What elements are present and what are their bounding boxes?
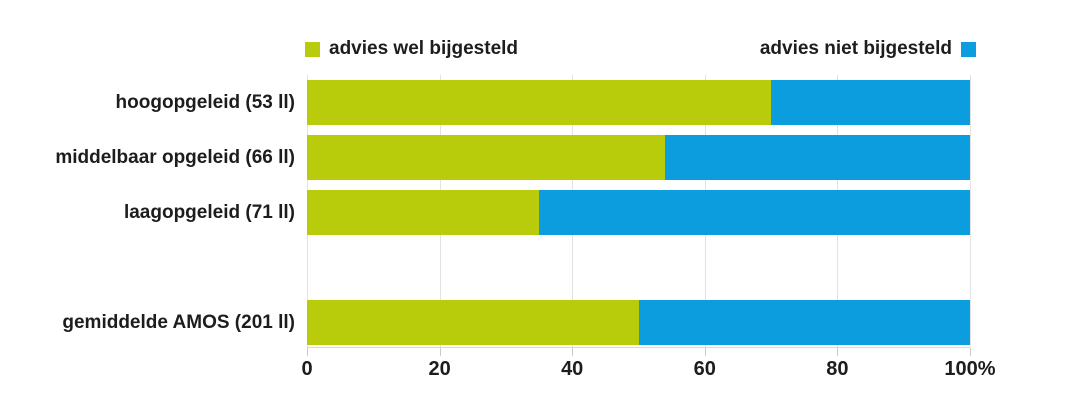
bar-segment-niet-0 <box>771 80 970 125</box>
category-label-0: hoogopgeleid (53 ll) <box>115 91 295 113</box>
bar-segment-niet-3 <box>638 300 970 345</box>
axis-tick-80 <box>837 348 839 356</box>
bar-segment-wel-0 <box>307 80 772 125</box>
axis-tick-40 <box>572 348 574 356</box>
bar-segment-wel-2 <box>307 190 540 235</box>
legend-item-niet: advies niet bijgesteld <box>760 38 976 60</box>
bar-segment-niet-2 <box>539 190 970 235</box>
bar-segment-wel-1 <box>307 135 666 180</box>
gridline-100 <box>970 75 971 347</box>
legend-item-wel: advies wel bijgesteld <box>305 38 518 60</box>
x-tick-label-0: 0 <box>301 358 313 380</box>
x-tick-label-40: 40 <box>561 358 584 380</box>
axis-tick-20 <box>439 348 441 356</box>
x-tick-label-80: 80 <box>826 358 849 380</box>
bar-segment-wel-3 <box>307 300 639 345</box>
axis-tick-100 <box>970 348 971 356</box>
category-label-1: middelbaar opgeleid (66 ll) <box>55 146 295 168</box>
legend-swatch-blue-icon <box>961 41 976 57</box>
x-tick-label-20: 20 <box>428 358 451 380</box>
axis-tick-0 <box>307 348 308 356</box>
legend-label-wel: advies wel bijgesteld <box>329 38 519 59</box>
plot-area <box>307 75 971 356</box>
legend-label-niet: advies niet bijgesteld <box>759 38 952 59</box>
category-label-2: laagopgeleid (71 ll) <box>123 201 295 223</box>
category-label-3: gemiddelde AMOS (201 ll) <box>62 311 295 333</box>
bar-row-2 <box>307 190 970 235</box>
bar-row-0 <box>307 80 970 125</box>
x-tick-label-100: 100% <box>944 358 996 380</box>
bar-segment-niet-1 <box>665 135 970 180</box>
legend-swatch-green-icon <box>305 41 320 57</box>
bar-row-3 <box>307 300 970 345</box>
axis-tick-60 <box>704 348 706 356</box>
x-tick-label-60: 60 <box>693 358 716 380</box>
bar-row-1 <box>307 135 970 180</box>
